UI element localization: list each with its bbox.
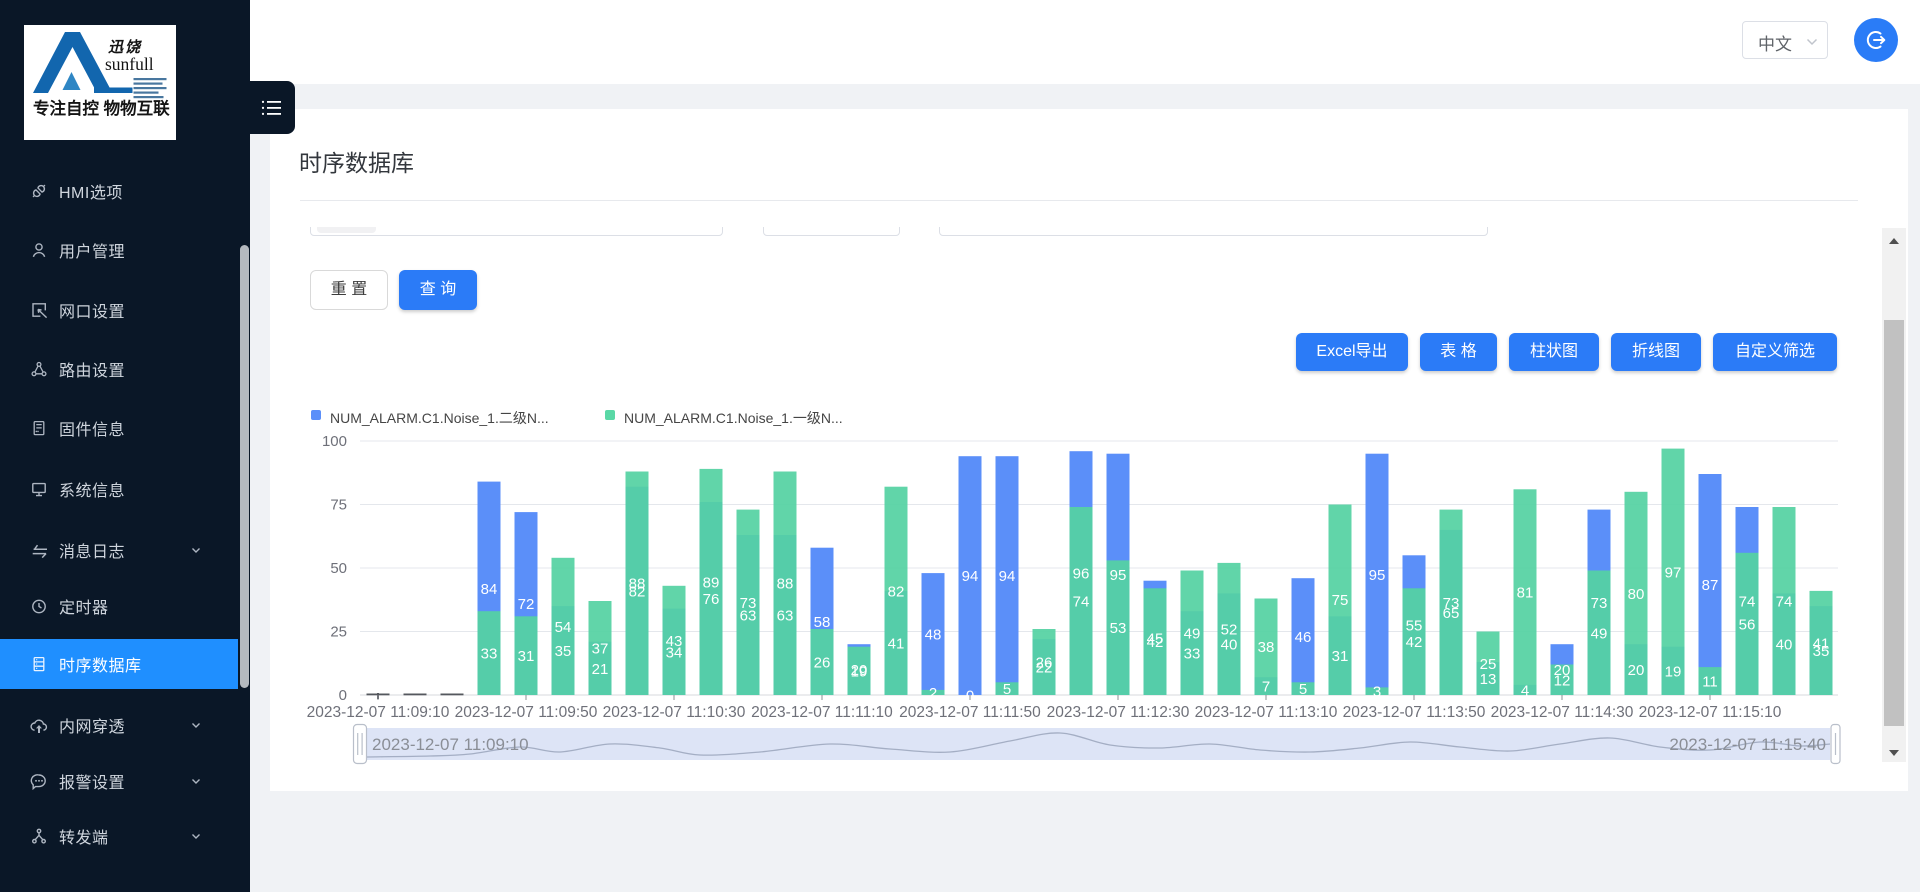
svg-text:63: 63 — [777, 608, 794, 625]
svg-text:42: 42 — [1147, 634, 1164, 651]
svg-text:97: 97 — [1665, 564, 1682, 581]
svg-text:54: 54 — [555, 619, 572, 636]
svg-text:40: 40 — [1221, 637, 1238, 654]
svg-text:84: 84 — [481, 581, 498, 598]
svg-text:35: 35 — [555, 643, 572, 660]
svg-text:35: 35 — [1813, 643, 1830, 660]
svg-text:100: 100 — [322, 433, 347, 450]
svg-text:41: 41 — [1813, 635, 1830, 652]
svg-text:7: 7 — [1262, 679, 1270, 696]
svg-text:sunfull: sunfull — [105, 54, 154, 74]
svg-text:94: 94 — [999, 568, 1016, 585]
svg-text:74: 74 — [1073, 594, 1090, 611]
svg-text:52: 52 — [1221, 622, 1238, 639]
svg-text:22: 22 — [1036, 660, 1053, 677]
svg-text:37: 37 — [592, 641, 609, 658]
svg-text:11: 11 — [1702, 674, 1718, 691]
svg-text:96: 96 — [1073, 566, 1090, 583]
svg-text:65: 65 — [1443, 605, 1460, 622]
svg-text:49: 49 — [1184, 625, 1201, 642]
svg-text:25: 25 — [1480, 656, 1497, 673]
svg-text:NUM_ALARM.C1.Noise_1.二级N...: NUM_ALARM.C1.Noise_1.二级N... — [330, 410, 549, 426]
svg-text:3: 3 — [1373, 684, 1381, 701]
svg-text:73: 73 — [1591, 595, 1608, 612]
svg-text:73: 73 — [740, 595, 757, 612]
svg-text:20: 20 — [1628, 662, 1645, 679]
svg-text:19: 19 — [851, 663, 868, 680]
svg-text:5: 5 — [1003, 681, 1011, 698]
svg-text:26: 26 — [814, 655, 831, 672]
svg-text:45: 45 — [1147, 630, 1164, 647]
svg-text:33: 33 — [481, 646, 498, 663]
svg-text:75: 75 — [330, 497, 347, 514]
svg-text:48: 48 — [925, 627, 942, 644]
svg-text:迅饶: 迅饶 — [108, 39, 142, 56]
svg-text:2023-12-07 11:12:30: 2023-12-07 11:12:30 — [1047, 704, 1190, 721]
svg-text:88: 88 — [777, 576, 794, 593]
svg-text:2023-12-07 11:15:10: 2023-12-07 11:15:10 — [1639, 704, 1782, 721]
svg-text:2023-12-07 11:09:10: 2023-12-07 11:09:10 — [372, 735, 529, 754]
svg-text:58: 58 — [814, 614, 831, 631]
svg-text:50: 50 — [330, 560, 347, 577]
svg-text:80: 80 — [1628, 586, 1645, 603]
svg-text:46: 46 — [1295, 629, 1312, 646]
svg-text:63: 63 — [740, 608, 757, 625]
svg-text:95: 95 — [1369, 567, 1386, 584]
svg-text:2023-12-07 11:09:10: 2023-12-07 11:09:10 — [307, 704, 450, 721]
svg-text:43: 43 — [666, 633, 683, 650]
svg-text:NUM_ALARM.C1.Noise_1.一级N...: NUM_ALARM.C1.Noise_1.一级N... — [624, 410, 843, 426]
svg-text:33: 33 — [1184, 646, 1201, 663]
svg-text:82: 82 — [888, 583, 905, 600]
svg-text:56: 56 — [1739, 616, 1756, 633]
svg-text:88: 88 — [629, 576, 646, 593]
svg-text:75: 75 — [1332, 592, 1349, 609]
svg-text:2023-12-07 11:13:10: 2023-12-07 11:13:10 — [1195, 704, 1338, 721]
svg-text:55: 55 — [1406, 618, 1423, 635]
svg-text:2023-12-07 11:11:10: 2023-12-07 11:11:10 — [751, 704, 893, 721]
svg-text:74: 74 — [1776, 594, 1793, 611]
svg-text:26: 26 — [1036, 655, 1053, 672]
svg-text:89: 89 — [703, 575, 720, 592]
svg-text:31: 31 — [1332, 648, 1349, 665]
svg-text:53: 53 — [1110, 620, 1127, 637]
svg-text:49: 49 — [1591, 625, 1608, 642]
svg-text:12: 12 — [1554, 672, 1571, 689]
svg-text:21: 21 — [592, 661, 609, 678]
svg-text:20: 20 — [851, 662, 868, 679]
svg-text:34: 34 — [666, 644, 683, 661]
svg-text:25: 25 — [330, 624, 347, 641]
svg-text:94: 94 — [962, 568, 979, 585]
svg-text:4: 4 — [1521, 682, 1529, 699]
svg-text:20: 20 — [1554, 662, 1571, 679]
svg-text:2023-12-07 11:09:50: 2023-12-07 11:09:50 — [455, 704, 598, 721]
svg-text:74: 74 — [1739, 594, 1756, 611]
svg-text:95: 95 — [1110, 567, 1127, 584]
svg-text:2023-12-07 11:13:50: 2023-12-07 11:13:50 — [1343, 704, 1486, 721]
svg-text:0: 0 — [339, 687, 347, 704]
svg-text:2023-12-07 11:15:40: 2023-12-07 11:15:40 — [1669, 735, 1826, 754]
svg-text:73: 73 — [1443, 595, 1460, 612]
svg-text:38: 38 — [1258, 639, 1275, 656]
svg-text:2023-12-07 11:14:30: 2023-12-07 11:14:30 — [1491, 704, 1634, 721]
svg-text:41: 41 — [888, 635, 905, 652]
svg-text:87: 87 — [1702, 577, 1719, 594]
svg-text:2: 2 — [929, 685, 937, 702]
svg-text:2023-12-07 11:10:30: 2023-12-07 11:10:30 — [603, 704, 746, 721]
svg-text:13: 13 — [1480, 671, 1497, 688]
svg-text:42: 42 — [1406, 634, 1423, 651]
svg-text:81: 81 — [1517, 585, 1534, 602]
svg-text:19: 19 — [1665, 663, 1682, 680]
svg-text:76: 76 — [703, 591, 720, 608]
svg-text:31: 31 — [518, 648, 535, 665]
svg-text:2023-12-07 11:11:50: 2023-12-07 11:11:50 — [899, 704, 1041, 721]
svg-text:5: 5 — [1299, 681, 1307, 698]
svg-text:72: 72 — [518, 596, 535, 613]
svg-text:专注自控 物物互联: 专注自控 物物互联 — [33, 98, 170, 118]
svg-text:40: 40 — [1776, 637, 1793, 654]
svg-text:82: 82 — [629, 583, 646, 600]
